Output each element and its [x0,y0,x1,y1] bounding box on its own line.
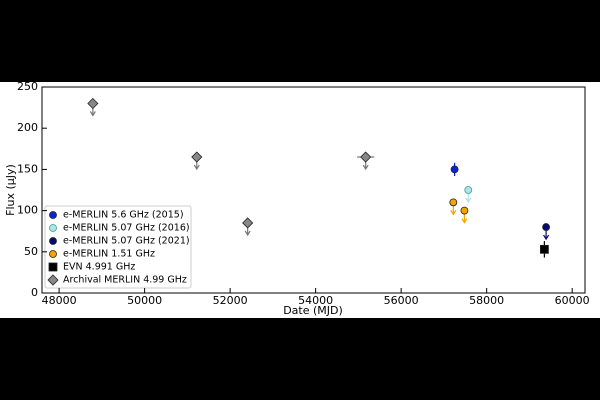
data-point [450,165,459,174]
y-tick-label: 150 [17,162,38,175]
data-point [539,244,549,254]
x-axis-label: Date (MJD) [283,304,343,317]
y-tick-label: 0 [31,286,38,299]
legend-label: EVN 4.991 GHz [63,262,135,273]
legend-marker [48,262,58,272]
data-point [360,151,372,163]
legend-label: e-MERLIN 1.51 GHz [63,249,155,260]
legend [44,205,192,289]
x-tick-label: 52000 [213,294,248,307]
legend-marker [49,224,57,232]
plot-frame [41,86,586,294]
x-tick-label: 56000 [384,294,419,307]
data-point [87,97,99,110]
x-tick-label: 60000 [555,294,590,307]
legend-marker [49,211,57,219]
x-tick-label: 54000 [298,294,333,307]
data-point [542,223,550,231]
y-tick-label: 100 [17,204,38,217]
data-point [449,198,458,207]
y-tick-label: 250 [17,80,38,93]
y-tick-label: 50 [24,245,38,258]
legend-label: e-MERLIN 5.07 GHz (2021) [63,236,190,247]
legend-marker [49,237,57,245]
x-tick-label: 58000 [469,294,504,307]
data-point [460,206,469,215]
legend-label: e-MERLIN 5.6 GHz (2015) [63,210,184,221]
y-axis-label: Flux (μJy) [4,164,17,216]
data-point [242,217,254,229]
legend-label: Archival MERLIN 4.99 GHz [63,275,187,286]
data-point [464,186,473,194]
legend-label: e-MERLIN 5.07 GHz (2016) [63,223,190,234]
y-tick-label: 200 [17,121,38,134]
x-tick-label: 48000 [42,294,77,307]
x-tick-label: 50000 [127,294,162,307]
data-point [191,151,203,163]
legend-marker [49,250,57,258]
legend-marker [47,274,59,286]
